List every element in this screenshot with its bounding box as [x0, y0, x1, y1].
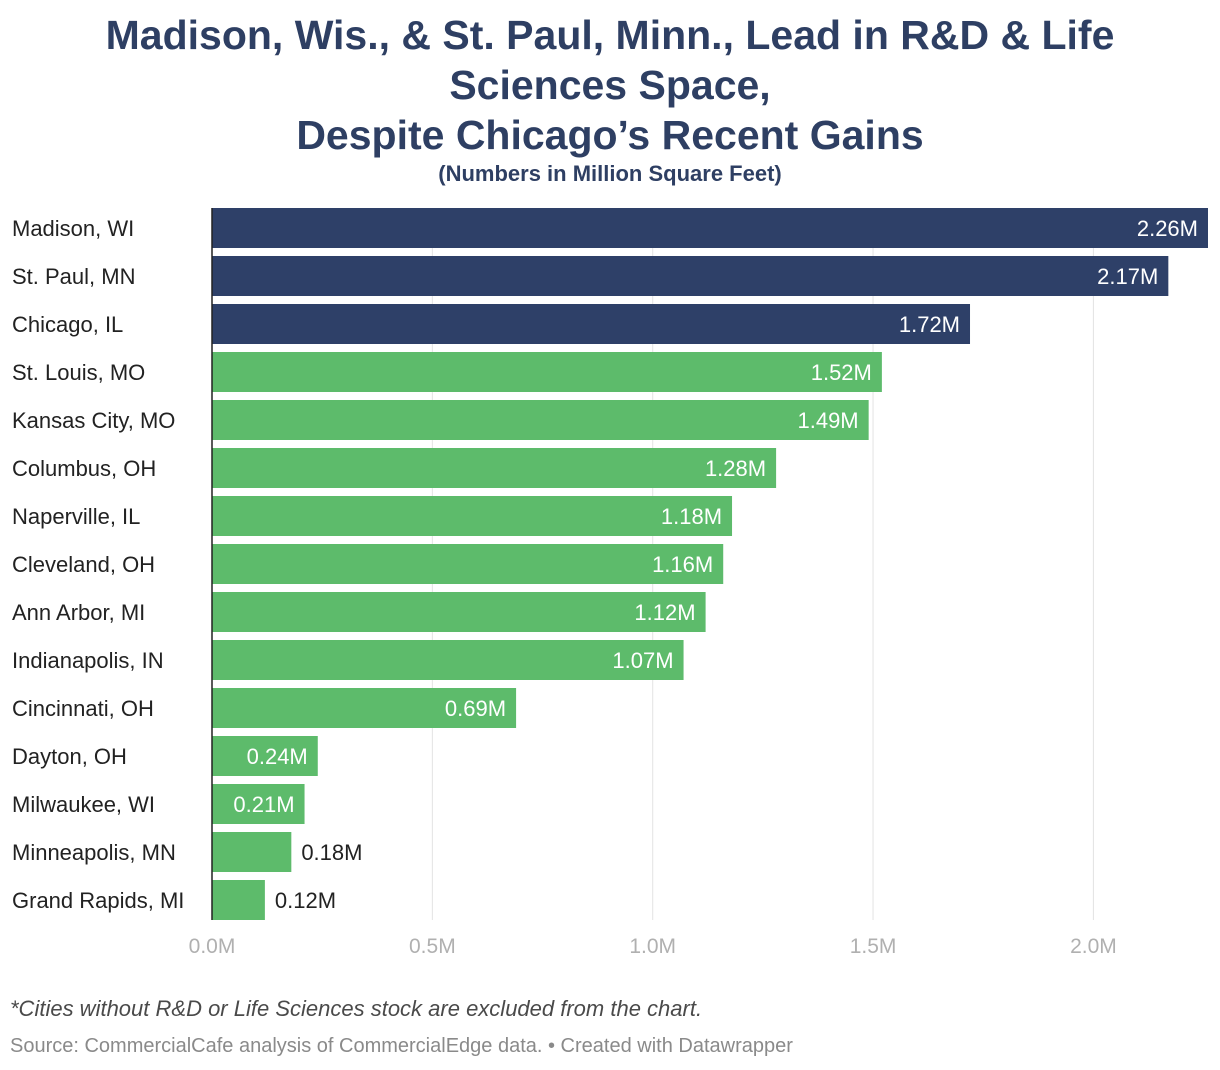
value-label: 1.49M — [797, 408, 858, 433]
bar — [212, 688, 517, 728]
category-label: Dayton, OH — [12, 744, 127, 769]
value-label: 1.28M — [705, 456, 766, 481]
value-label: 1.18M — [661, 504, 722, 529]
bar — [212, 784, 305, 824]
x-tick-label: 0.5M — [409, 935, 456, 958]
bar — [212, 496, 733, 536]
value-label: 1.72M — [899, 312, 960, 337]
category-label: Naperville, IL — [12, 504, 140, 529]
category-label: Cincinnati, OH — [12, 696, 154, 721]
value-label: 0.21M — [233, 792, 294, 817]
value-label: 1.12M — [634, 600, 695, 625]
bar — [212, 880, 265, 920]
value-label: 0.12M — [275, 888, 336, 913]
title-line-1: Madison, Wis., & St. Paul, Minn., Lead i… — [105, 12, 1115, 58]
bar — [212, 640, 684, 680]
category-label: Milwaukee, WI — [12, 792, 155, 817]
value-label: 0.24M — [247, 744, 308, 769]
title-line-2: Sciences Space, — [449, 62, 771, 108]
x-tick-label: 2.0M — [1070, 935, 1117, 958]
footnote: *Cities without R&D or Life Sciences sto… — [10, 996, 703, 1021]
category-label: Cleveland, OH — [12, 552, 155, 577]
bar — [212, 832, 292, 872]
bar — [212, 304, 971, 344]
category-label: St. Paul, MN — [12, 264, 135, 289]
x-tick-label: 0.0M — [189, 935, 236, 958]
bars — [211, 208, 1208, 920]
category-label: Kansas City, MO — [12, 408, 175, 433]
category-label: Indianapolis, IN — [12, 648, 164, 673]
category-label: Madison, WI — [12, 216, 134, 241]
chart-title: Madison, Wis., & St. Paul, Minn., Lead i… — [0, 10, 1220, 160]
bar — [212, 208, 1208, 248]
category-label: Grand Rapids, MI — [12, 888, 184, 913]
value-label: 0.18M — [301, 840, 362, 865]
category-label: Columbus, OH — [12, 456, 156, 481]
value-label: 1.16M — [652, 552, 713, 577]
bar — [212, 592, 706, 632]
x-tick-label: 1.5M — [850, 935, 897, 958]
category-label: Chicago, IL — [12, 312, 123, 337]
labels: 0.0M 0.5M 1.0M 1.5M 2.0M Madison, WI 2.26M St. … — [12, 216, 1198, 958]
bar — [212, 400, 869, 440]
value-label: 1.07M — [612, 648, 673, 673]
bar — [212, 736, 318, 776]
value-label: 2.26M — [1137, 216, 1198, 241]
bar — [212, 544, 724, 584]
category-label: Ann Arbor, MI — [12, 600, 145, 625]
source-note: Source: CommercialCafe analysis of Comme… — [10, 1035, 793, 1057]
value-label: 1.52M — [811, 360, 872, 385]
value-label: 2.17M — [1097, 264, 1158, 289]
bar — [212, 352, 882, 392]
category-label: Minneapolis, MN — [12, 840, 176, 865]
bar-chart: 0.0M 0.5M 1.0M 1.5M 2.0M Madison, WI 2.26M St. … — [12, 208, 1208, 958]
x-tick-label: 1.0M — [629, 935, 676, 958]
category-label: St. Louis, MO — [12, 360, 145, 385]
value-label: 0.69M — [445, 696, 506, 721]
bar — [212, 448, 777, 488]
bar — [212, 256, 1169, 296]
title-line-3: Despite Chicago’s Recent Gains — [296, 112, 924, 158]
chart-subtitle: (Numbers in Million Square Feet) — [438, 161, 782, 186]
